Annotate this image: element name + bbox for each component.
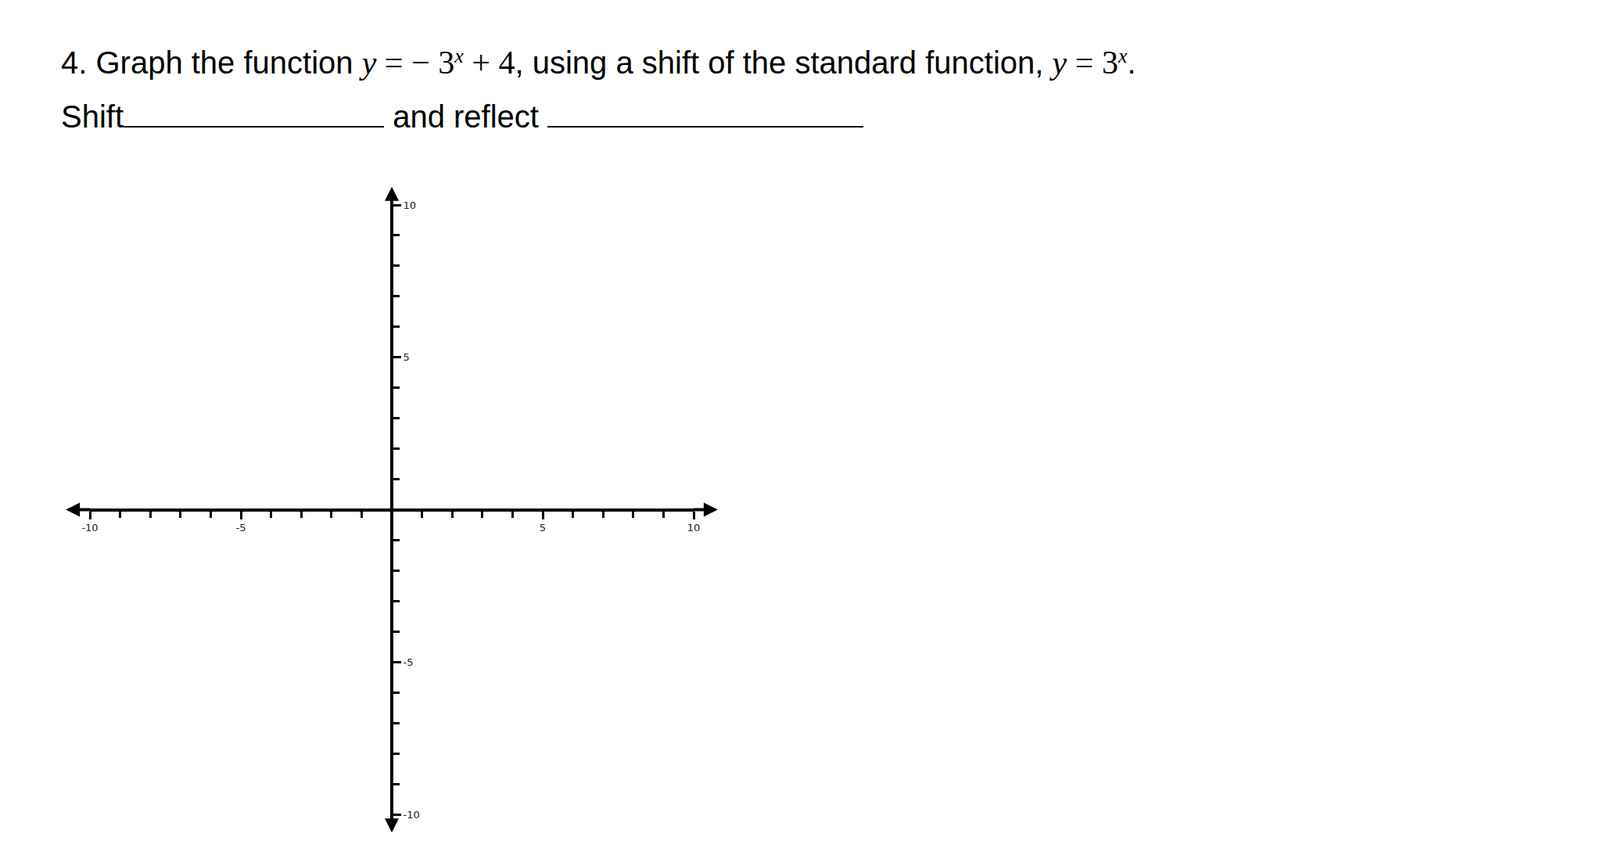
- html-text:4. Graph the function y = − 3x: 4. Graph the function y = − 3x + 4, usin…: [60, 44, 1136, 81]
- html-text:Shift: Shift: [60, 99, 124, 134]
- html-text:and reflect: and reflect: [383, 99, 548, 134]
- svg-text:-10: -10: [81, 521, 98, 534]
- svg-text:5: 5: [539, 521, 546, 534]
- svg-text:-5: -5: [236, 521, 247, 534]
- svg-text:-10: -10: [403, 808, 420, 821]
- svg-text:-5: -5: [403, 656, 414, 668]
- svg-text:10: 10: [687, 521, 701, 534]
- svg-text:5: 5: [403, 351, 410, 363]
- svg-text:10: 10: [403, 199, 417, 212]
